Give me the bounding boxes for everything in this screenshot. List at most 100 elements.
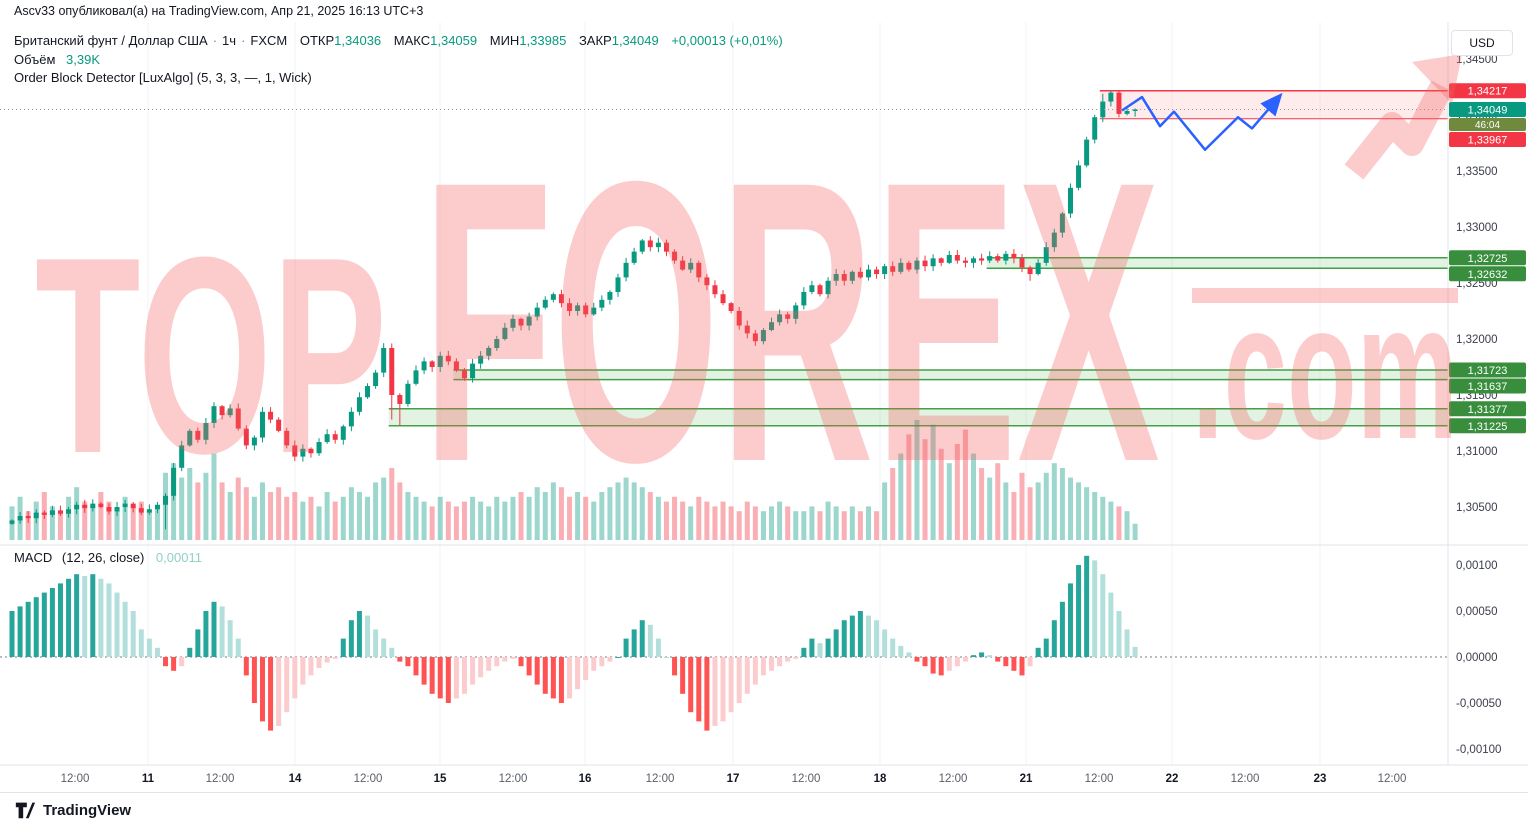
volume-bar [106,501,112,540]
candle [308,448,314,454]
candle [429,361,435,367]
time-axis-label: 17 [727,773,740,785]
volume-bar [922,439,928,540]
volume-bar [825,501,831,540]
low-label: МИН [489,33,520,48]
candle [413,370,419,384]
candle [1100,101,1106,118]
volume-bar [534,487,540,540]
open-value: 1,34036 [334,33,382,48]
volume-bar [365,496,371,540]
candle [470,363,476,379]
candle [647,240,653,248]
candle [1003,253,1009,261]
macd-histogram-bar [615,657,621,658]
macd-histogram-bar [478,657,484,678]
publish-info-text: Ascv33 опубликовал(а) на TradingView.com… [14,4,424,18]
candle [785,314,791,319]
volume-legend[interactable]: Объём 3,39K [14,52,100,67]
macd-histogram-bar [1076,565,1082,657]
candle [801,291,807,306]
macd-histogram-bar [243,657,249,676]
candle [663,242,669,252]
macd-histogram-bar [57,583,63,657]
volume-bar [542,492,548,540]
macd-histogram-bar [461,657,467,694]
candle [1116,92,1122,114]
macd-histogram-bar [704,657,710,731]
macd-histogram-bar [365,615,371,657]
candle [356,397,362,412]
candle [696,262,702,278]
indicator-legend[interactable]: Order Block Detector [LuxAlgo] (5, 3, 3,… [14,70,312,85]
candle [1092,117,1098,140]
macd-legend[interactable]: MACD (12, 26, close) 0,00011 [14,550,202,565]
volume-bar [381,477,387,540]
volume-bar [324,492,330,540]
volume-bar [276,487,282,540]
price-axis-label: 1,34500 [1456,54,1498,66]
candle [106,507,112,512]
volume-bar [114,511,120,540]
macd-histogram-bar [397,657,403,662]
candle [655,242,661,248]
candle [163,495,169,505]
macd-histogram-bar [882,629,888,657]
candle [461,370,467,379]
volume-bar [752,506,758,540]
candle [1019,258,1025,268]
chart-canvas[interactable]: 1,345001,340001,335001,330001,325001,320… [0,22,1528,792]
volume-bar [526,496,532,540]
volume-bar [146,511,152,540]
volume-bar [389,468,395,540]
macd-histogram-bar [486,657,492,671]
macd-histogram-bar [987,655,993,657]
volume-bar [243,487,249,540]
volume-bar [744,501,750,540]
macd-histogram-bar [324,657,330,663]
candle [179,445,185,468]
ohlc-close: ЗАКР1,34049 [579,33,659,48]
macd-histogram-bar [66,578,72,657]
macd-histogram-bar [300,657,306,685]
candle [890,266,896,272]
volume-bar [962,429,968,540]
volume-bar [817,511,823,540]
volume-bar [49,506,55,540]
volume-bar [187,468,193,540]
macd-histogram-bar [550,657,556,699]
time-axis-label: 15 [434,773,447,785]
volume-bar [882,482,888,540]
candle [57,510,63,514]
macd-histogram-bar [268,657,274,731]
volume-bar [1003,482,1009,540]
candle [203,423,209,440]
volume-bar [1035,482,1041,540]
candle [575,305,581,311]
volume-bar [680,501,686,540]
candle [445,355,451,362]
macd-histogram-bar [542,657,548,694]
macd-histogram-bar [259,657,265,722]
tradingview-brand-link[interactable]: TradingView [43,801,132,819]
volume-bar [332,501,338,540]
macd-histogram-bar [825,638,831,657]
macd-axis-label: -0,00100 [1456,744,1501,756]
macd-histogram-bar [195,629,201,657]
volume-bar [171,463,177,540]
currency-button[interactable]: USD [1451,30,1513,56]
candle [243,428,249,446]
macd-histogram-bar [276,657,282,726]
candle [90,503,96,509]
macd-histogram-bar [122,601,128,657]
macd-histogram-bar [720,657,726,722]
candle [437,355,443,367]
macd-histogram-bar [389,647,395,657]
order-block-zone [453,370,1448,380]
separator-dot: · [241,33,246,48]
candle [639,240,645,252]
volume-bar [655,496,661,540]
macd-histogram-bar [688,657,694,713]
symbol-legend[interactable]: Британский фунт / Доллар США · 1ч · FXCM ОТК… [14,33,783,48]
candle [1084,139,1090,166]
